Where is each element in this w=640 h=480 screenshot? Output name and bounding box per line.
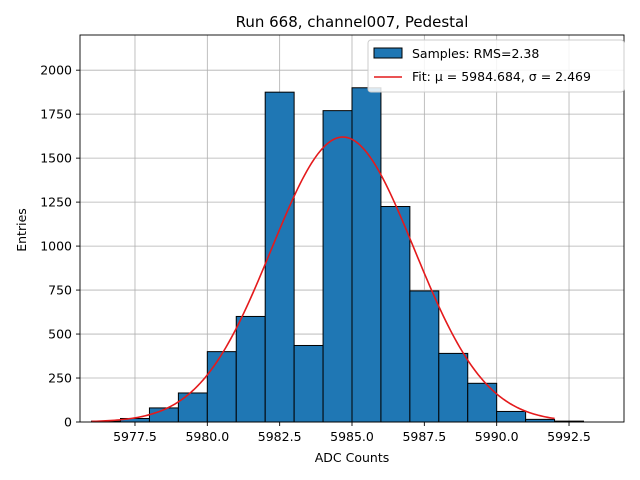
histogram-bar-7 <box>293 344 324 423</box>
histogram-bar-11 <box>409 290 440 423</box>
legend: Samples: RMS=2.38 Fit: μ = 5984.684, σ =… <box>367 39 625 93</box>
y-tick-label-4: 1000 <box>40 239 72 254</box>
legend-label-samples: Samples: RMS=2.38 <box>412 46 539 61</box>
legend-label-fit: Fit: μ = 5984.684, σ = 2.469 <box>412 69 591 84</box>
histogram-bars <box>91 87 584 423</box>
y-axis-ticks: 0 250 500 750 1000 1250 1500 1750 2000 <box>40 63 80 430</box>
y-axis-label: Entries <box>14 208 29 252</box>
legend-box <box>367 39 625 93</box>
gaussian-fit-curve <box>91 136 555 423</box>
histogram-bar-6 <box>264 91 295 423</box>
histogram-bar-9 <box>351 87 382 423</box>
x-tick-label-5: 5990.0 <box>475 429 519 444</box>
legend-swatch-samples <box>373 47 403 59</box>
chart-title: Run 668, channel007, Pedestal <box>236 13 469 31</box>
y-tick-label-2: 500 <box>48 327 72 342</box>
histogram-bar-10 <box>380 206 411 423</box>
x-tick-label-3: 5985.0 <box>330 429 374 444</box>
y-tick-label-6: 1500 <box>40 151 72 166</box>
y-tick-label-5: 1250 <box>40 195 72 210</box>
x-axis-ticks: 5977.5 5980.0 5982.5 5985.0 5987.5 5990.0 5992… <box>113 422 591 444</box>
y-tick-label-0: 0 <box>64 415 72 430</box>
histogram-bar-3 <box>177 392 208 423</box>
x-tick-label-2: 5982.5 <box>258 429 302 444</box>
x-tick-label-0: 5977.5 <box>113 429 157 444</box>
x-tick-label-4: 5987.5 <box>402 429 446 444</box>
x-tick-label-1: 5980.0 <box>185 429 229 444</box>
x-axis-label: ADC Counts <box>315 450 390 465</box>
histogram-bar-5 <box>235 315 266 423</box>
y-tick-label-3: 750 <box>48 283 72 298</box>
x-tick-label-6: 5992.5 <box>547 429 591 444</box>
y-tick-label-8: 2000 <box>40 63 72 78</box>
y-tick-label-7: 1750 <box>40 107 72 122</box>
histogram-bar-14 <box>496 410 527 423</box>
histogram-bar-12 <box>438 352 469 423</box>
histogram-bar-8 <box>322 110 353 423</box>
y-tick-label-1: 250 <box>48 371 72 386</box>
histogram-bar-4 <box>206 351 237 423</box>
